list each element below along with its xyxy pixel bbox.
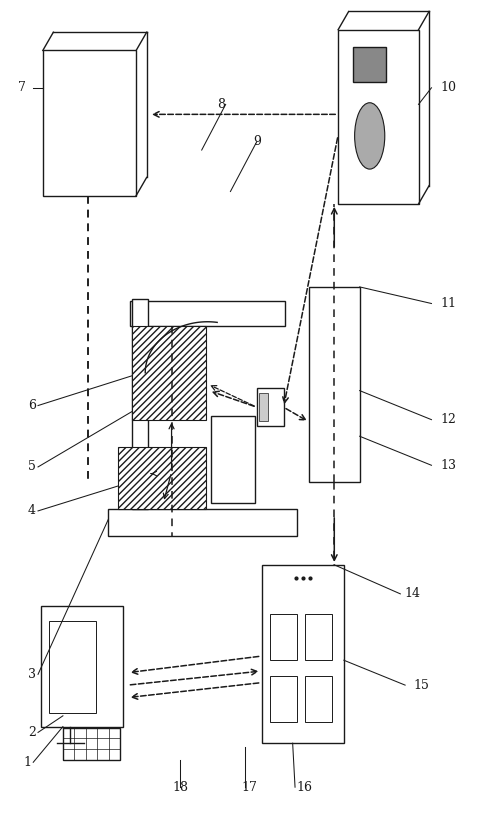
Bar <box>108 509 298 536</box>
Bar <box>262 565 344 743</box>
Text: 8: 8 <box>217 98 225 111</box>
Text: 15: 15 <box>414 679 430 691</box>
Bar <box>305 676 332 722</box>
Bar <box>43 51 136 195</box>
Bar <box>63 728 120 760</box>
Text: 16: 16 <box>297 780 312 794</box>
Text: 12: 12 <box>440 413 456 426</box>
Bar <box>310 287 360 482</box>
Text: 1: 1 <box>23 755 31 769</box>
Text: 3: 3 <box>28 668 36 681</box>
Ellipse shape <box>355 103 385 169</box>
Bar <box>48 622 96 712</box>
Bar <box>338 30 419 204</box>
Bar <box>118 447 206 509</box>
Bar <box>270 676 297 722</box>
Text: 7: 7 <box>18 81 26 94</box>
Bar <box>270 614 297 661</box>
Text: 9: 9 <box>253 135 261 148</box>
Bar <box>353 47 386 82</box>
Text: 6: 6 <box>28 399 36 412</box>
Text: 5: 5 <box>28 460 36 474</box>
Text: 2: 2 <box>28 726 36 739</box>
Bar <box>132 326 206 420</box>
Bar <box>259 393 268 421</box>
Text: 10: 10 <box>440 81 456 94</box>
Bar <box>305 614 332 661</box>
Text: 17: 17 <box>241 780 257 794</box>
Bar <box>41 607 123 726</box>
Text: 11: 11 <box>440 297 456 310</box>
Bar <box>130 301 286 326</box>
Text: 13: 13 <box>440 459 456 472</box>
Bar <box>257 388 284 426</box>
Bar <box>132 299 148 509</box>
Text: 18: 18 <box>172 780 188 794</box>
Text: 4: 4 <box>28 504 36 518</box>
Bar <box>211 416 255 503</box>
Text: 14: 14 <box>404 588 420 600</box>
